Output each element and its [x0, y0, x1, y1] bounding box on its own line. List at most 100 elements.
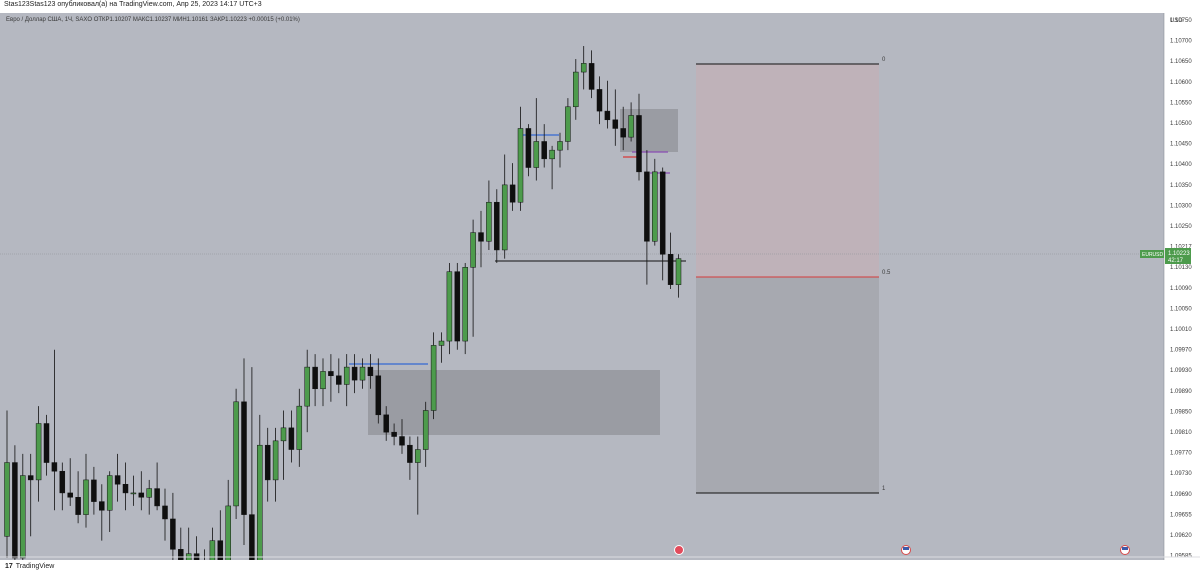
candle-down[interactable] — [494, 202, 499, 250]
candle-down[interactable] — [242, 402, 247, 515]
candle-down[interactable] — [44, 424, 49, 463]
logo-glyph: 17 — [5, 563, 13, 570]
candle-up[interactable] — [629, 115, 634, 137]
candle-down[interactable] — [368, 367, 373, 376]
candle-down[interactable] — [249, 515, 254, 560]
candle-up[interactable] — [360, 367, 365, 380]
candle-up[interactable] — [107, 476, 112, 511]
candle-down[interactable] — [542, 141, 547, 158]
candle-up[interactable] — [676, 259, 681, 285]
candle-down[interactable] — [123, 484, 128, 493]
candle-up[interactable] — [502, 185, 507, 250]
candle-down[interactable] — [12, 463, 17, 558]
candle-up[interactable] — [463, 267, 468, 341]
tradingview-logo[interactable]: 17 TradingView — [5, 563, 54, 570]
candle-down[interactable] — [589, 63, 594, 89]
candle-up[interactable] — [581, 63, 586, 72]
candle-up[interactable] — [423, 410, 428, 449]
candle-up[interactable] — [20, 476, 25, 558]
candle-down[interactable] — [376, 376, 381, 415]
candle-up[interactable] — [257, 445, 262, 560]
price-tick-label: 1.10450 — [1170, 142, 1192, 148]
candle-down[interactable] — [265, 445, 270, 480]
candle-down[interactable] — [60, 471, 65, 493]
candle-up[interactable] — [431, 345, 436, 410]
candle-up[interactable] — [147, 489, 152, 498]
us-flag-canton — [903, 547, 909, 550]
candle-down[interactable] — [139, 493, 144, 497]
candle-up[interactable] — [415, 450, 420, 463]
candle-down[interactable] — [336, 376, 341, 385]
candle-down[interactable] — [155, 489, 160, 506]
candle-down[interactable] — [644, 172, 649, 241]
footer: 17 TradingView — [0, 560, 1200, 574]
price-tick-label: 1.10050 — [1170, 306, 1192, 312]
candle-down[interactable] — [526, 128, 531, 167]
candle-down[interactable] — [76, 497, 81, 514]
candle-down[interactable] — [328, 371, 333, 375]
candle-down[interactable] — [115, 476, 120, 485]
price-tick-label: 1.10010 — [1170, 327, 1192, 333]
candle-down[interactable] — [170, 519, 175, 549]
chart-svg[interactable]: 0 0.5 1 1.107501.107001.106501.106001.10… — [0, 13, 1200, 560]
candle-up[interactable] — [273, 441, 278, 480]
price-tick-label: 1.09930 — [1170, 368, 1192, 374]
chart-frame[interactable]: 0 0.5 1 1.10750 1.10700 1.10650 1.10600 1.10… — [0, 13, 1200, 587]
candle-down[interactable] — [479, 233, 484, 242]
candle-down[interactable] — [605, 111, 610, 120]
candle-down[interactable] — [91, 480, 96, 502]
price-tick-label: 1.09730 — [1170, 471, 1192, 477]
candle-down[interactable] — [407, 445, 412, 462]
candle-up[interactable] — [518, 128, 523, 202]
candle-down[interactable] — [510, 185, 515, 202]
price-tag-countdown: 42:17 — [1168, 258, 1184, 264]
candle-up[interactable] — [486, 202, 491, 241]
candle-up[interactable] — [447, 272, 452, 341]
candle-up[interactable] — [305, 367, 310, 406]
candle-down[interactable] — [597, 89, 602, 111]
candle-up[interactable] — [131, 493, 136, 494]
candle-down[interactable] — [621, 128, 626, 137]
candle-up[interactable] — [565, 107, 570, 142]
candle-down[interactable] — [455, 272, 460, 341]
candle-down[interactable] — [613, 120, 618, 129]
candle-down[interactable] — [178, 549, 183, 560]
candle-up[interactable] — [226, 506, 231, 560]
candle-down[interactable] — [99, 502, 104, 511]
candle-down[interactable] — [668, 254, 673, 284]
price-tick-label: 1.10090 — [1170, 286, 1192, 292]
candle-down[interactable] — [392, 432, 397, 436]
candle-up[interactable] — [439, 341, 444, 345]
event-icon-earnings[interactable] — [675, 546, 684, 555]
candle-up[interactable] — [234, 402, 239, 506]
candle-up[interactable] — [281, 428, 286, 441]
candle-down[interactable] — [637, 115, 642, 171]
candle-up[interactable] — [534, 141, 539, 167]
candle-up[interactable] — [550, 150, 555, 159]
candle-down[interactable] — [52, 463, 57, 472]
candle-up[interactable] — [5, 463, 10, 537]
candle-down[interactable] — [28, 476, 33, 480]
candle-up[interactable] — [84, 480, 89, 515]
candle-up[interactable] — [297, 406, 302, 449]
candle-down[interactable] — [313, 367, 318, 389]
candle-down[interactable] — [163, 506, 168, 519]
candle-down[interactable] — [289, 428, 294, 450]
candle-up[interactable] — [471, 233, 476, 268]
candle-down[interactable] — [384, 415, 389, 432]
candle-up[interactable] — [36, 424, 41, 480]
candle-up[interactable] — [321, 371, 326, 388]
candle-down[interactable] — [660, 172, 665, 254]
candle-up[interactable] — [344, 367, 349, 384]
candle-down[interactable] — [68, 493, 73, 497]
candle-up[interactable] — [652, 172, 657, 241]
price-tick-label: 1.10350 — [1170, 183, 1192, 189]
fib-lower-zone — [696, 277, 879, 493]
candle-up[interactable] — [573, 72, 578, 107]
us-flag-canton — [1122, 547, 1128, 550]
candle-down[interactable] — [400, 437, 405, 446]
price-tick-label: 1.09810 — [1170, 430, 1192, 436]
candle-down[interactable] — [352, 367, 357, 380]
demand-zone-box[interactable] — [368, 370, 660, 435]
candle-up[interactable] — [558, 141, 563, 150]
